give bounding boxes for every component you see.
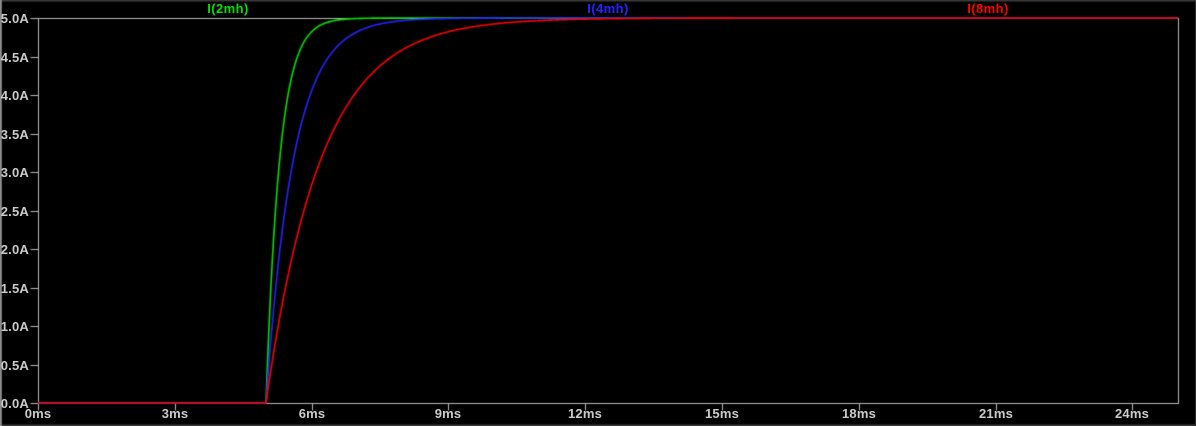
x-tick-label: 12ms [567, 406, 603, 421]
trace-label-i4mh[interactable]: I(4mh) [587, 1, 629, 16]
y-tick-label: 0.5A [0, 358, 29, 373]
x-tick-label: 6ms [298, 406, 326, 421]
x-tick-label: 15ms [704, 406, 740, 421]
x-tick-label: 24ms [1114, 406, 1150, 421]
trace-label-i2mh[interactable]: I(2mh) [207, 1, 249, 16]
trace-label-i8mh[interactable]: I(8mh) [967, 1, 1009, 16]
y-tick-label: 3.0A [0, 165, 29, 180]
y-tick-label: 2.0A [0, 242, 29, 257]
y-tick-label: 3.5A [0, 127, 29, 142]
x-tick-label: 18ms [841, 406, 877, 421]
x-tick-label: 3ms [161, 406, 189, 421]
x-tick-label: 21ms [978, 406, 1014, 421]
y-tick-label: 1.5A [0, 281, 29, 296]
y-tick-label: 4.5A [0, 50, 29, 65]
y-tick-label: 4.0A [0, 88, 29, 103]
y-tick-label: 0.0A [0, 396, 29, 411]
y-tick-label: 1.0A [0, 319, 29, 334]
y-tick-label: 2.5A [0, 204, 29, 219]
y-tick-label: 5.0A [0, 11, 29, 26]
x-tick-label: 9ms [434, 406, 462, 421]
x-tick-label: 0ms [24, 406, 52, 421]
